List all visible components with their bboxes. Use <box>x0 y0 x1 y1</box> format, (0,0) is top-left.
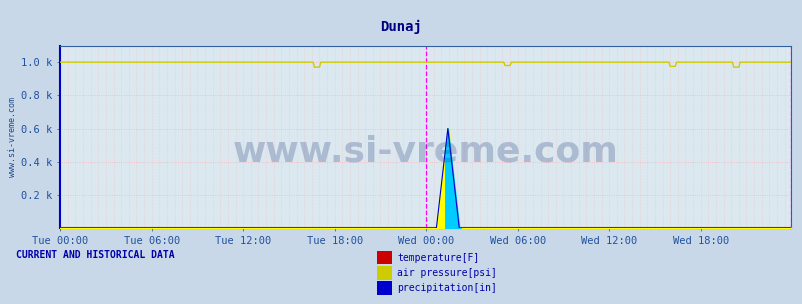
Text: Dunaj: Dunaj <box>380 20 422 34</box>
Text: temperature[F]: temperature[F] <box>397 253 479 263</box>
Text: air pressure[psi]: air pressure[psi] <box>397 268 496 278</box>
Text: precipitation[in]: precipitation[in] <box>397 283 496 293</box>
Y-axis label: www.si-vreme.com: www.si-vreme.com <box>8 97 17 177</box>
Text: CURRENT AND HISTORICAL DATA: CURRENT AND HISTORICAL DATA <box>16 250 175 261</box>
Text: www.si-vreme.com: www.si-vreme.com <box>233 134 618 168</box>
